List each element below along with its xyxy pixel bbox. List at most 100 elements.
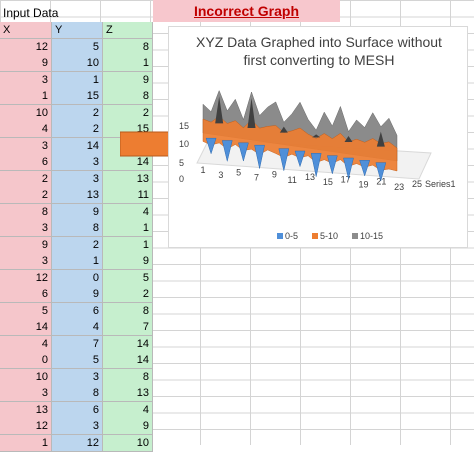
cell-x[interactable]: 4 bbox=[0, 121, 52, 138]
header-y[interactable]: Y bbox=[52, 22, 103, 39]
cell-z[interactable]: 2 bbox=[103, 286, 153, 303]
cell-y[interactable]: 6 bbox=[52, 302, 103, 320]
cell-y[interactable]: 3 bbox=[52, 154, 103, 171]
cell-y[interactable]: 1 bbox=[52, 253, 103, 270]
cell-y[interactable]: 2 bbox=[52, 121, 103, 138]
cell-y[interactable]: 12 bbox=[52, 434, 103, 452]
header-z[interactable]: Z bbox=[103, 22, 153, 39]
cell-x[interactable]: 3 bbox=[0, 385, 52, 402]
cell-x[interactable]: 8 bbox=[0, 203, 52, 221]
header-x[interactable]: X bbox=[0, 22, 52, 39]
x-tick-label: 23 bbox=[394, 182, 404, 192]
surface-band-low bbox=[221, 140, 233, 162]
x-tick-label: 13 bbox=[305, 172, 315, 182]
cell-z[interactable]: 14 bbox=[103, 352, 153, 369]
cell-z[interactable]: 13 bbox=[103, 385, 153, 402]
cell-x[interactable]: 6 bbox=[0, 154, 52, 171]
cell-y[interactable]: 0 bbox=[52, 269, 103, 287]
surface-spike bbox=[376, 131, 385, 147]
cell-z[interactable]: 8 bbox=[103, 88, 153, 105]
cell-y[interactable]: 2 bbox=[52, 104, 103, 122]
cell-y[interactable]: 3 bbox=[52, 368, 103, 386]
cell-y[interactable]: 8 bbox=[52, 220, 103, 237]
cell-y[interactable]: 1 bbox=[52, 71, 103, 89]
cell-y[interactable]: 4 bbox=[52, 319, 103, 336]
x-tick-label: 25 bbox=[412, 179, 422, 189]
cell-x[interactable]: 2 bbox=[0, 187, 52, 204]
cell-y[interactable]: 13 bbox=[52, 187, 103, 204]
surface-band-low bbox=[254, 144, 265, 169]
cell-z[interactable]: 9 bbox=[103, 418, 153, 435]
cell-x[interactable]: 12 bbox=[0, 418, 52, 435]
cell-z[interactable]: 1 bbox=[103, 220, 153, 237]
cell-y[interactable]: 10 bbox=[52, 55, 103, 72]
cell-x[interactable]: 1 bbox=[0, 434, 52, 452]
cell-y[interactable]: 8 bbox=[52, 385, 103, 402]
incorrect-graph-banner[interactable]: Incorrect Graph bbox=[153, 0, 340, 22]
cell-x[interactable]: 3 bbox=[0, 71, 52, 89]
cell-x[interactable]: 4 bbox=[0, 335, 52, 353]
cell-y[interactable]: 15 bbox=[52, 88, 103, 105]
cell-z[interactable]: 4 bbox=[103, 401, 153, 419]
cell-y[interactable]: 5 bbox=[52, 38, 103, 56]
cell-z[interactable]: 8 bbox=[103, 38, 153, 56]
cell-y[interactable]: 5 bbox=[52, 352, 103, 369]
cell-y[interactable]: 6 bbox=[52, 401, 103, 419]
cell-x[interactable]: 12 bbox=[0, 38, 52, 56]
cell-z[interactable]: 10 bbox=[103, 434, 153, 452]
cell-z[interactable]: 11 bbox=[103, 187, 153, 204]
input-data-title[interactable]: Input Data bbox=[3, 6, 59, 20]
cell-z[interactable]: 8 bbox=[103, 302, 153, 320]
cell-x[interactable]: 3 bbox=[0, 220, 52, 237]
z-tick-label: 0 bbox=[179, 174, 184, 184]
x-tick-label: 15 bbox=[323, 177, 333, 187]
cell-x[interactable]: 6 bbox=[0, 286, 52, 303]
x-tick-label: 17 bbox=[341, 174, 351, 184]
cell-z[interactable]: 7 bbox=[103, 319, 153, 336]
cell-y[interactable]: 7 bbox=[52, 335, 103, 353]
cell-x[interactable]: 9 bbox=[0, 236, 52, 254]
surface-band-low bbox=[294, 150, 306, 168]
cell-z[interactable]: 14 bbox=[103, 335, 153, 353]
cell-z[interactable]: 8 bbox=[103, 368, 153, 386]
cell-x[interactable]: 3 bbox=[0, 253, 52, 270]
cell-z[interactable]: 2 bbox=[103, 104, 153, 122]
cell-x[interactable]: 5 bbox=[0, 302, 52, 320]
legend-swatch bbox=[312, 233, 318, 239]
cell-x[interactable]: 10 bbox=[0, 104, 52, 122]
surface-band-low bbox=[343, 157, 354, 179]
legend-label: 5-10 bbox=[320, 231, 338, 241]
cell-x[interactable]: 14 bbox=[0, 319, 52, 336]
cell-x[interactable]: 0 bbox=[0, 352, 52, 369]
cell-z[interactable]: 9 bbox=[103, 71, 153, 89]
chart-title-line2: first converting to MESH bbox=[243, 52, 395, 68]
cell-x[interactable]: 10 bbox=[0, 368, 52, 386]
cell-z[interactable]: 4 bbox=[103, 203, 153, 221]
surface-spike bbox=[312, 134, 321, 138]
cell-x[interactable]: 9 bbox=[0, 55, 52, 72]
cell-y[interactable]: 2 bbox=[52, 236, 103, 254]
cell-y[interactable]: 3 bbox=[52, 170, 103, 188]
cell-y[interactable]: 9 bbox=[52, 286, 103, 303]
surface-chart[interactable]: XYZ Data Graphed into Surface without fi… bbox=[168, 26, 468, 248]
legend-swatch bbox=[277, 233, 283, 239]
z-tick-label: 10 bbox=[179, 139, 189, 149]
cell-y[interactable]: 14 bbox=[52, 137, 103, 155]
cell-z[interactable]: 1 bbox=[103, 236, 153, 254]
cell-y[interactable]: 9 bbox=[52, 203, 103, 221]
cell-x[interactable]: 2 bbox=[0, 170, 52, 188]
cell-x[interactable]: 12 bbox=[0, 269, 52, 287]
legend-label: 0-5 bbox=[285, 231, 298, 241]
legend-swatch bbox=[352, 233, 358, 239]
cell-z[interactable]: 5 bbox=[103, 269, 153, 287]
cell-z[interactable]: 14 bbox=[103, 154, 153, 171]
cell-z[interactable]: 9 bbox=[103, 253, 153, 270]
cell-z[interactable]: 1 bbox=[103, 55, 153, 72]
cell-y[interactable]: 3 bbox=[52, 418, 103, 435]
x-tick-label: 9 bbox=[272, 170, 277, 180]
cell-x[interactable]: 13 bbox=[0, 401, 52, 419]
cell-x[interactable]: 3 bbox=[0, 137, 52, 155]
cell-x[interactable]: 1 bbox=[0, 88, 52, 105]
cell-z[interactable]: 13 bbox=[103, 170, 153, 188]
